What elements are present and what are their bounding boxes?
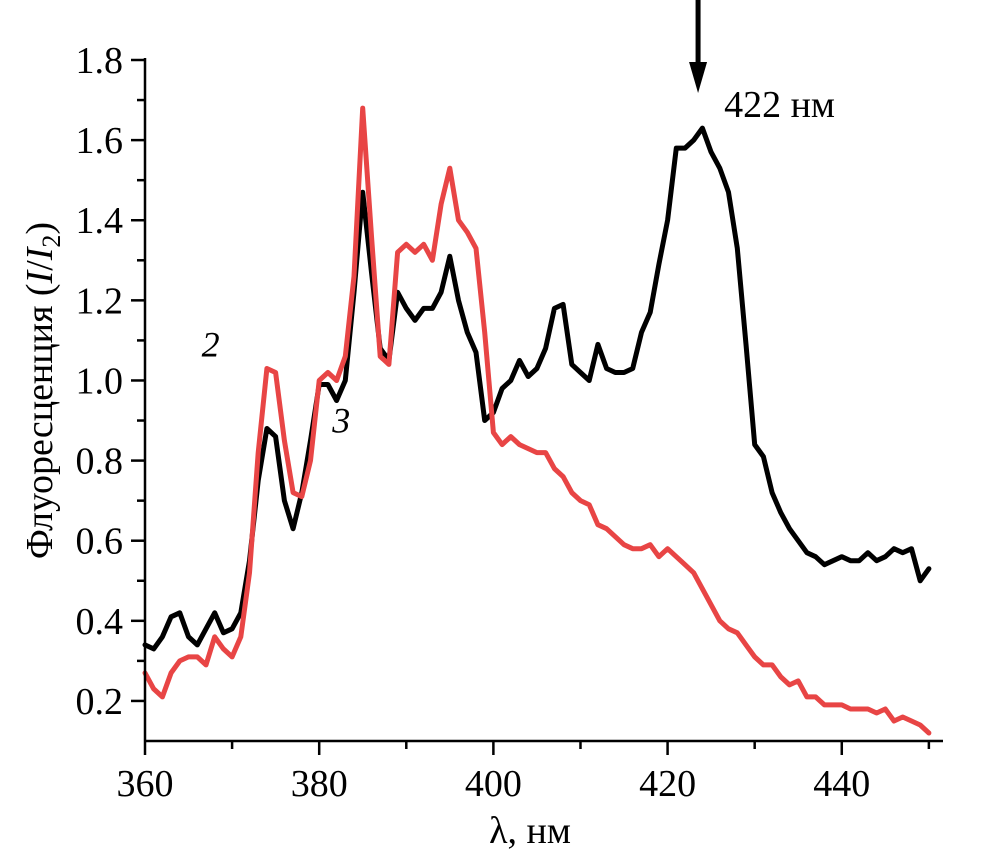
y-tick-label: 0.6 — [76, 521, 124, 563]
series-line-2 — [142, 105, 932, 736]
y-tick-label: 0.2 — [76, 681, 124, 723]
y-tick-label: 0.8 — [76, 441, 124, 483]
series-label-2: 2 — [202, 324, 220, 364]
y-axis-title-slash: / — [19, 260, 61, 271]
y-tick-label: 1.2 — [76, 280, 124, 322]
y-axis-title-i: I — [19, 268, 61, 284]
curves-layer — [142, 105, 932, 736]
y-ticks: 0.2 0.4 0.6 0.8 1.0 1.2 1.4 1.6 1.8 — [76, 40, 145, 723]
series-label-3: 3 — [331, 401, 350, 441]
curve-labels: 32 — [202, 324, 351, 440]
x-tick-label: 400 — [465, 763, 522, 805]
y-axis-title: Флуоресценция (I/I2) — [19, 222, 66, 559]
peak-arrow-head-icon — [689, 62, 708, 93]
y-tick-label: 1.4 — [76, 200, 124, 242]
x-tick-label: 360 — [117, 763, 174, 805]
peak-annotation-label: 422 нм — [724, 84, 835, 126]
x-tick-label: 440 — [813, 763, 870, 805]
y-axis-title-prefix: Флуоресценция ( — [19, 283, 61, 559]
y-tick-label: 1.6 — [76, 120, 124, 162]
axes-layer: 360 380 400 420 440 0.2 0.4 0.6 0.8 1.0 1.2 1.4 1.6… — [76, 40, 943, 805]
y-axis-title-subscript: 2 — [37, 235, 66, 248]
x-ticks: 360 380 400 420 440 — [117, 741, 931, 805]
y-tick-label: 1.0 — [76, 360, 124, 402]
x-tick-label: 380 — [291, 763, 348, 805]
x-axis-title: λ, нм — [489, 810, 571, 852]
y-axis-title-i2: I — [19, 245, 61, 261]
y-tick-label: 0.4 — [76, 601, 124, 643]
y-axis-title-suffix: ) — [19, 222, 61, 235]
series-line-3 — [142, 125, 932, 652]
peak-annotation: 422 нм — [689, 0, 835, 126]
y-tick-label: 1.8 — [76, 40, 124, 82]
x-tick-label: 420 — [639, 763, 696, 805]
